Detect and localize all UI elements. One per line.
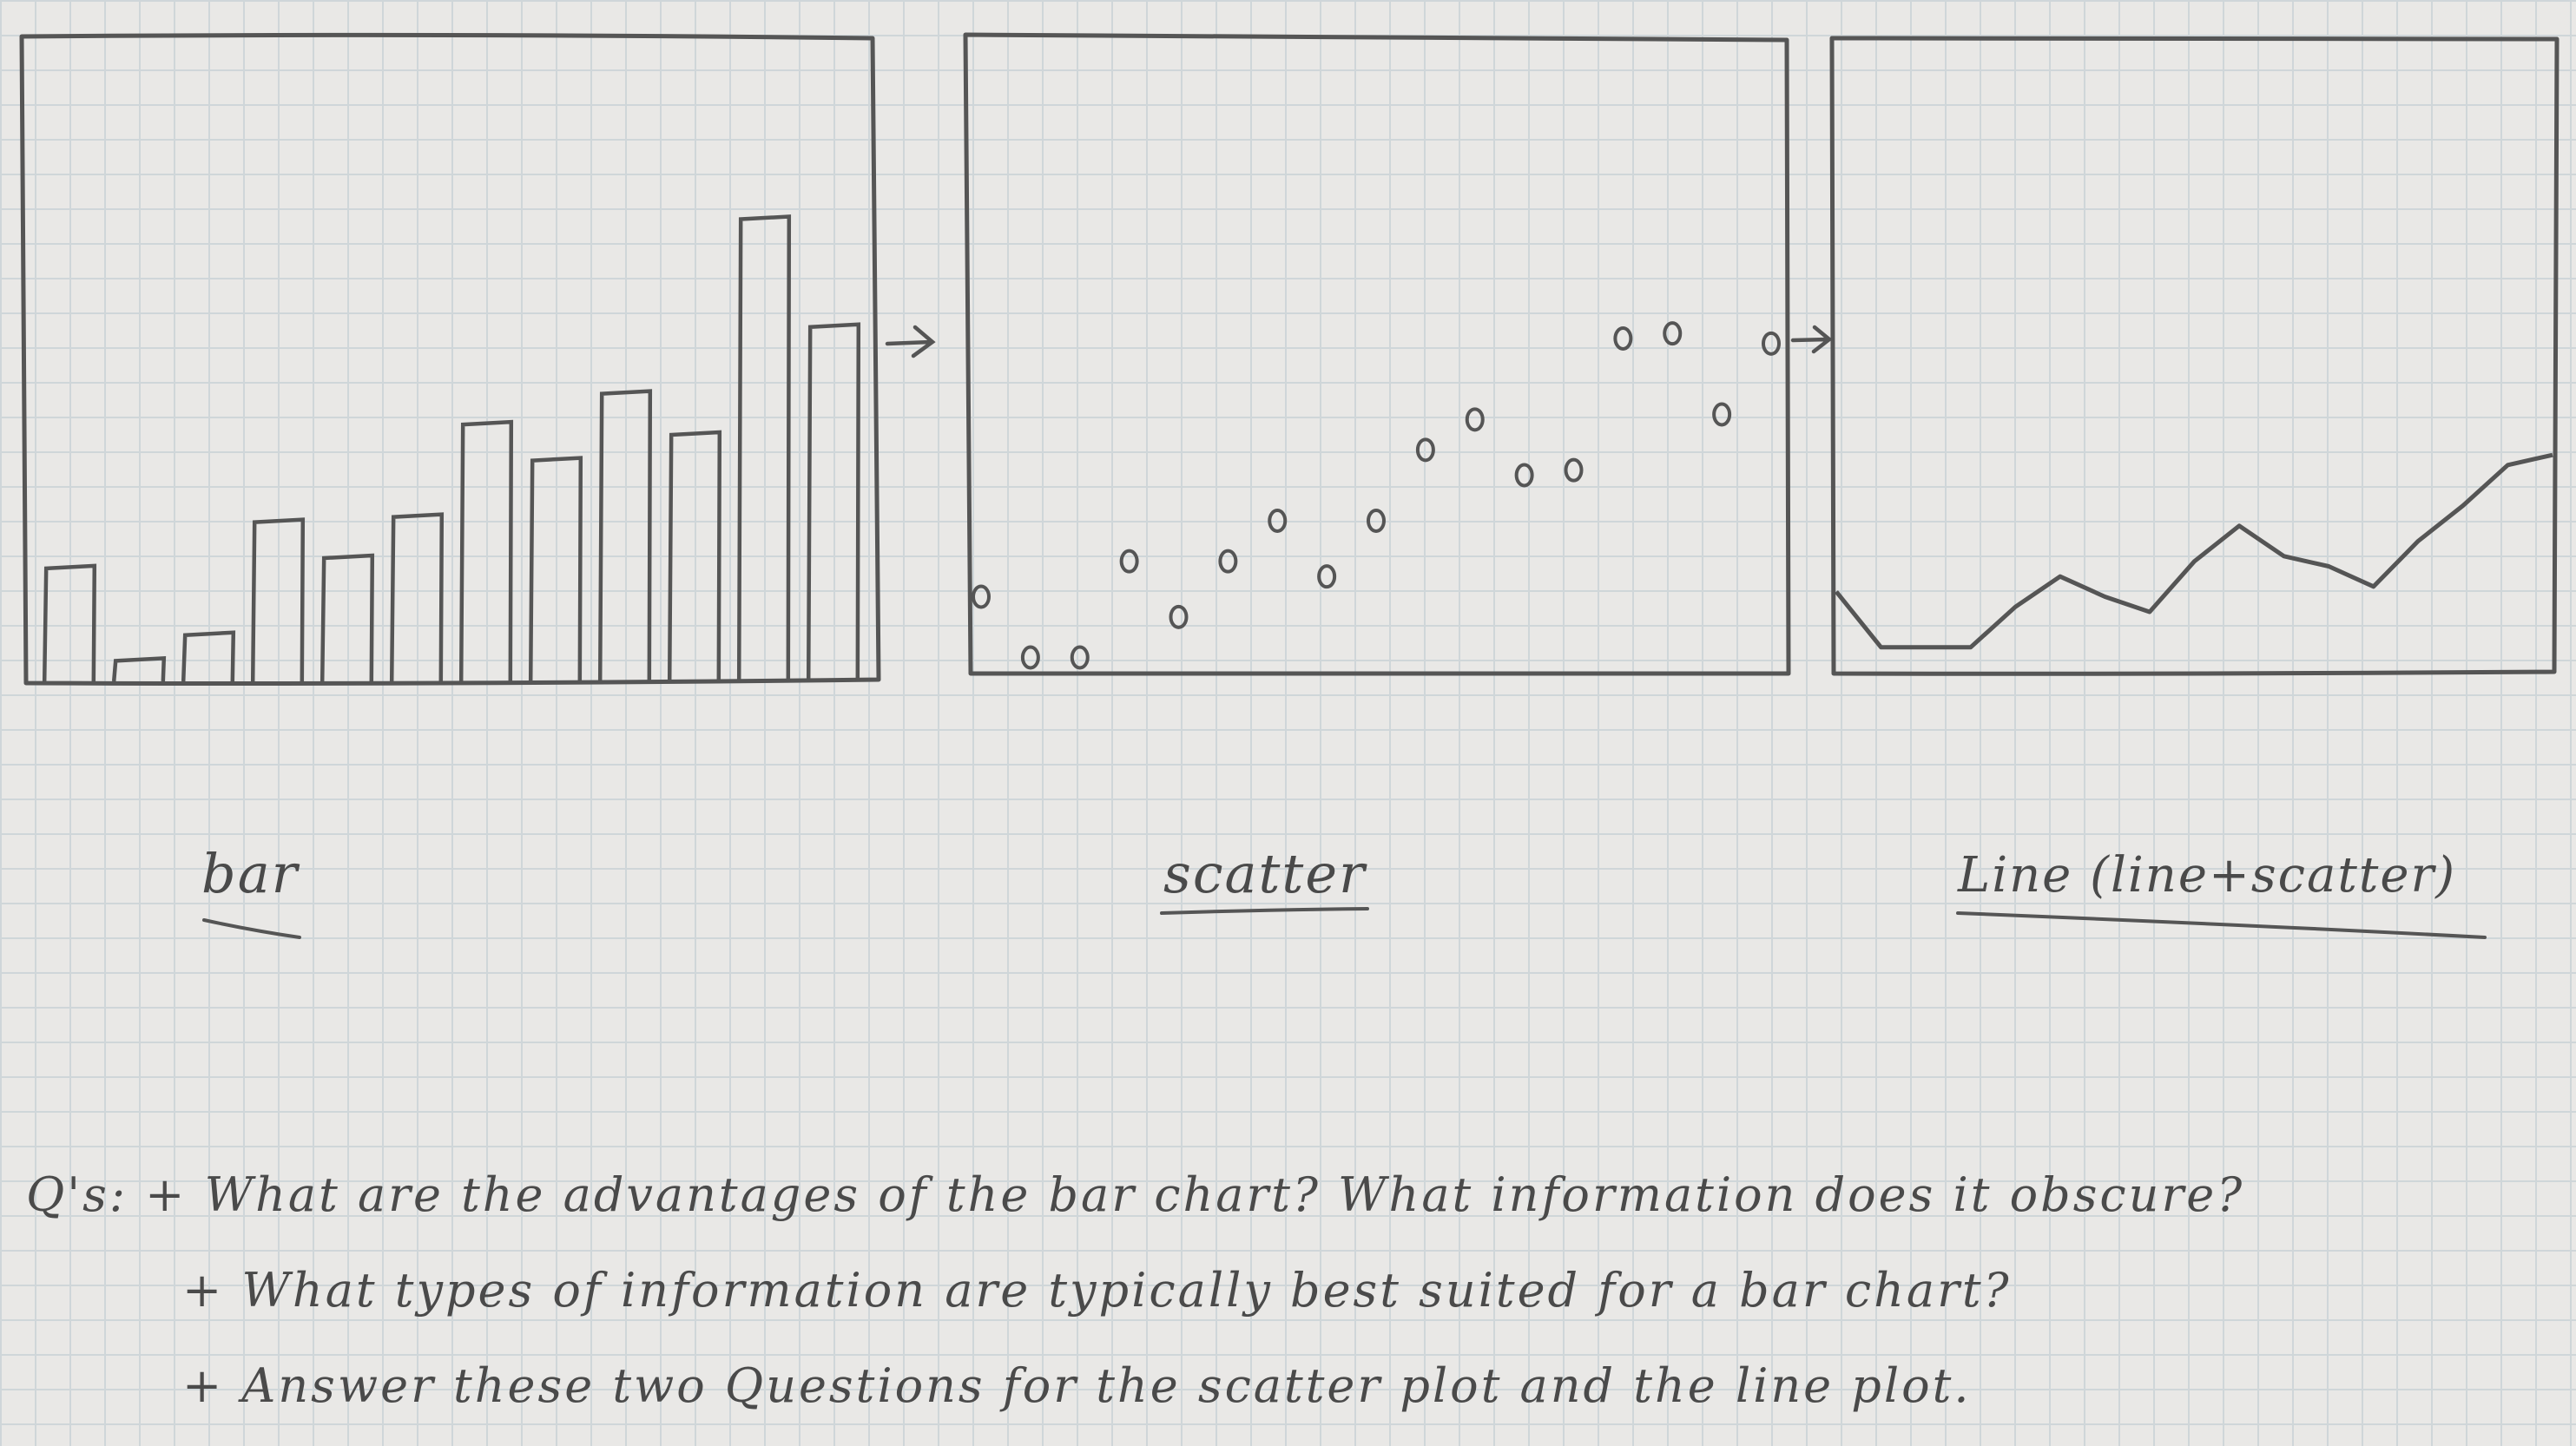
caption-scatter: scatter bbox=[1163, 842, 1367, 905]
arrow-right-icon bbox=[885, 325, 936, 358]
bar-1 bbox=[42, 563, 97, 682]
scatter-point-17 bbox=[1762, 331, 1781, 356]
question-line: Q's: + What are the advantages of the ba… bbox=[26, 1167, 2245, 1222]
scatter-point-4 bbox=[1119, 549, 1139, 574]
scatter-point-10 bbox=[1415, 437, 1435, 463]
scatter-point-11 bbox=[1465, 407, 1485, 432]
scatter-point-8 bbox=[1317, 564, 1337, 589]
scatter-point-14 bbox=[1613, 326, 1633, 351]
bar-3 bbox=[181, 630, 236, 682]
bar-6 bbox=[389, 512, 445, 682]
bar-11 bbox=[736, 214, 792, 682]
bar-7 bbox=[458, 419, 514, 682]
caption-line: Line (line+scatter) bbox=[1958, 847, 2457, 904]
bar-8 bbox=[528, 456, 583, 682]
scatter-point-6 bbox=[1218, 549, 1238, 574]
bar-9 bbox=[597, 389, 653, 682]
line-panel-frame bbox=[1829, 36, 2560, 676]
scatter-panel-frame bbox=[963, 32, 1791, 676]
scatter-point-15 bbox=[1663, 321, 1683, 346]
caption-underline bbox=[202, 918, 301, 939]
scatter-point-13 bbox=[1564, 457, 1584, 483]
caption-bar: bar bbox=[201, 842, 300, 905]
scatter-point-16 bbox=[1712, 402, 1732, 427]
scatter-point-12 bbox=[1514, 463, 1534, 488]
scatter-point-7 bbox=[1268, 509, 1288, 533]
question-line: + What types of information are typicall… bbox=[182, 1263, 2012, 1318]
bar-panel-frame bbox=[19, 32, 881, 686]
bar-chart bbox=[42, 214, 861, 682]
line-chart bbox=[1835, 452, 2553, 650]
arrow-right-icon bbox=[1790, 325, 1833, 354]
scatter-chart bbox=[972, 321, 1781, 670]
bar-4 bbox=[250, 517, 306, 682]
bar-12 bbox=[806, 322, 861, 682]
bar-2 bbox=[111, 655, 167, 682]
scatter-point-2 bbox=[1020, 645, 1040, 670]
scatter-point-3 bbox=[1070, 645, 1090, 670]
caption-underline bbox=[1160, 907, 1369, 915]
caption-underline bbox=[1956, 911, 2487, 939]
bar-5 bbox=[320, 553, 375, 682]
bar-10 bbox=[667, 430, 722, 682]
scatter-point-5 bbox=[1169, 604, 1189, 629]
question-line: + Answer these two Questions for the sca… bbox=[182, 1358, 1972, 1413]
series-line bbox=[1835, 452, 2553, 650]
scatter-point-9 bbox=[1367, 509, 1386, 533]
scatter-point-1 bbox=[972, 584, 991, 609]
